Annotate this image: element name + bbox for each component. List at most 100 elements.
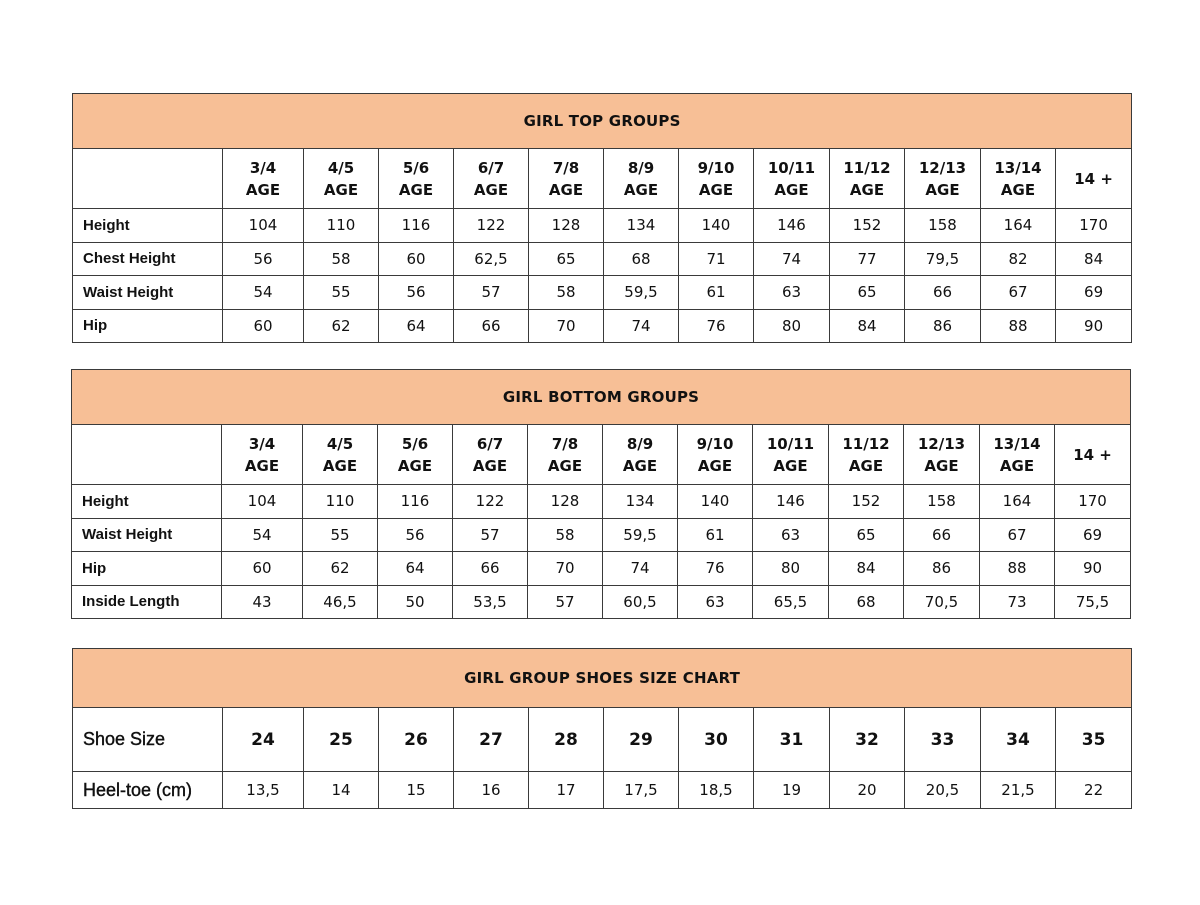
measurement-cell: 80 [752, 551, 829, 586]
measurement-cell: 158 [903, 484, 980, 519]
heel-toe-cell: 19 [753, 771, 830, 809]
measurement-cell: 88 [980, 308, 1056, 343]
header-blank-cell [72, 148, 223, 209]
girl-bottom-size-table: GIRL BOTTOM GROUPS 3/4 AGE 4/5 AGE 5/6 AGE 6/7 A… [70, 369, 1132, 619]
table-row: Chest Height 56 58 60 62,5 65 68 71 74 77 79,5 82 84 [72, 241, 1133, 276]
measurement-cell: 64 [377, 551, 453, 586]
row-label: Heel-toe (cm) [72, 771, 223, 809]
column-header-line: 12/13 [918, 158, 967, 177]
table-row: Hip 60 62 64 66 70 74 76 80 84 86 88 90 [72, 308, 1133, 343]
measurement-cell: 164 [980, 208, 1056, 243]
measurement-cell: 68 [828, 584, 904, 619]
measurement-cell: 73 [979, 584, 1055, 619]
shoe-size-cell: 29 [603, 707, 679, 772]
column-header-line: AGE [774, 180, 809, 199]
column-header-line: AGE [1000, 180, 1036, 199]
column-header-age-group: 13/14 AGE [979, 424, 1055, 485]
measurement-cell: 60,5 [602, 584, 678, 619]
heel-toe-cell: 20,5 [904, 771, 981, 809]
measurement-cell: 57 [452, 517, 528, 552]
row-label: Waist Height [72, 275, 223, 310]
measurement-cell: 65 [828, 517, 904, 552]
column-header-line: AGE [548, 180, 584, 199]
shoe-size-cell: 28 [528, 707, 604, 772]
measurement-cell: 170 [1053, 484, 1132, 519]
column-header-age-group: 7/8 AGE [527, 424, 603, 485]
heel-toe-cell: 14 [303, 771, 379, 809]
shoe-size-cell: 24 [222, 707, 304, 772]
measurement-cell: 58 [303, 241, 379, 276]
measurement-cell: 67 [979, 517, 1055, 552]
measurement-cell: 146 [752, 484, 829, 519]
measurement-cell: 43 [221, 584, 303, 619]
column-header-line: 14 + [1073, 445, 1112, 464]
girl-top-size-table: GIRL TOP GROUPS 3/4 AGE 4/5 AGE 5/6 AGE 6/7 AGE 7… [71, 93, 1133, 343]
measurement-cell: 75,5 [1053, 584, 1132, 619]
measurement-cell: 140 [678, 208, 754, 243]
shoe-size-cell: 27 [453, 707, 529, 772]
measurement-cell: 90 [1054, 308, 1133, 343]
measurement-cell: 158 [904, 208, 981, 243]
table-title: GIRL GROUP SHOES SIZE CHART [71, 648, 1133, 708]
column-header-line: 3/4 [248, 434, 276, 453]
measurement-cell: 76 [678, 308, 754, 343]
measurement-cell: 86 [903, 551, 980, 586]
measurement-cell: 69 [1053, 517, 1132, 552]
measurement-cell: 63 [677, 584, 753, 619]
column-header-age-group: 5/6 AGE [378, 148, 454, 209]
measurement-cell: 54 [222, 275, 304, 310]
measurement-cell: 62 [303, 308, 379, 343]
measurement-cell: 53,5 [452, 584, 528, 619]
column-header-age-group: 12/13 AGE [904, 148, 981, 209]
column-header-line: 12/13 [917, 434, 966, 453]
measurement-cell: 110 [303, 208, 379, 243]
column-header-age-group: 12/13 AGE [903, 424, 980, 485]
shoe-size-cell: 33 [904, 707, 981, 772]
measurement-cell: 70,5 [903, 584, 980, 619]
measurement-cell: 56 [378, 275, 454, 310]
column-header-age-group: 6/7 AGE [452, 424, 528, 485]
measurement-cell: 55 [302, 517, 378, 552]
measurement-cell: 60 [221, 551, 303, 586]
column-header-line: AGE [547, 456, 583, 475]
table-row: Waist Height 54 55 56 57 58 59,5 61 63 65 66 67 69 [71, 517, 1132, 552]
column-header-line: AGE [849, 180, 885, 199]
measurement-cell: 59,5 [603, 275, 679, 310]
shoe-size-cell: 30 [678, 707, 754, 772]
column-header-line: AGE [697, 456, 733, 475]
shoe-size-cell: 35 [1054, 707, 1133, 772]
measurement-cell: 116 [377, 484, 453, 519]
shoe-size-cell: 31 [753, 707, 830, 772]
heel-toe-cell: 15 [378, 771, 454, 809]
measurement-cell: 57 [527, 584, 603, 619]
column-header-line: 5/6 [402, 158, 430, 177]
measurement-cell: 66 [453, 308, 529, 343]
column-header-age-group: 9/10 AGE [678, 148, 754, 209]
column-header-line: AGE [322, 456, 358, 475]
table-row: Height 104 110 116 122 128 134 140 146 152 158 164 1… [71, 484, 1132, 519]
column-header-line: 4/5 [326, 434, 354, 453]
table-title: GIRL BOTTOM GROUPS [70, 369, 1132, 425]
column-header-line: 11/12 [843, 158, 891, 177]
table-row: Hip 60 62 64 66 70 74 76 80 84 86 88 90 [71, 551, 1132, 586]
measurement-cell: 134 [603, 208, 679, 243]
table-row: Heel-toe (cm) 13,5 14 15 16 17 17,5 18,5 19 20 20,… [72, 771, 1133, 809]
column-header-line: 14 + [1074, 169, 1113, 188]
measurement-cell: 84 [829, 308, 905, 343]
measurement-cell: 62,5 [453, 241, 529, 276]
column-header-line: 7/8 [551, 434, 579, 453]
column-header-line: AGE [773, 456, 808, 475]
measurement-cell: 134 [602, 484, 678, 519]
heel-toe-cell: 20 [829, 771, 905, 809]
table-row: Waist Height 54 55 56 57 58 59,5 61 63 65 66 67 69 [72, 275, 1133, 310]
measurement-cell: 67 [980, 275, 1056, 310]
measurement-cell: 63 [752, 517, 829, 552]
measurement-cell: 84 [828, 551, 904, 586]
column-header-line: 13/14 [993, 434, 1041, 453]
column-header-age-group: 3/4 AGE [221, 424, 303, 485]
column-header-age-group: 4/5 AGE [302, 424, 378, 485]
measurement-cell: 128 [527, 484, 603, 519]
header-blank-cell [71, 424, 222, 485]
shoe-size-cell: 26 [378, 707, 454, 772]
column-header-age-group: 6/7 AGE [453, 148, 529, 209]
